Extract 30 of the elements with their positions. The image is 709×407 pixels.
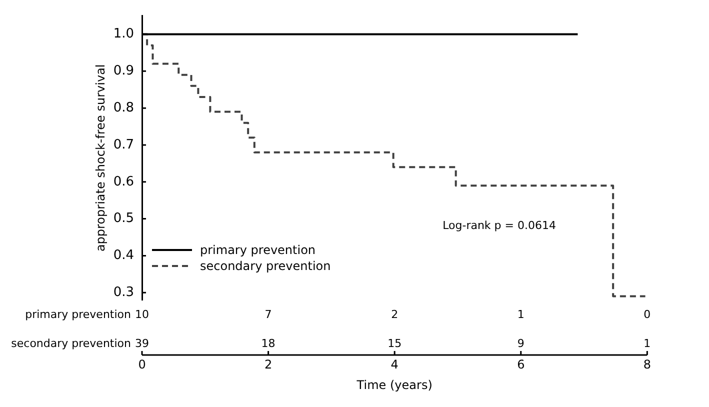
x-tick-label: 0: [138, 357, 146, 372]
y-tick-label: 0.8: [113, 100, 134, 116]
text: 1: [644, 336, 651, 350]
text: 39: [135, 336, 149, 350]
text: primary prevention: [25, 308, 132, 321]
text: 18: [261, 336, 276, 350]
text: 15: [388, 336, 402, 350]
text: 1: [517, 308, 524, 321]
y-tick-label: 0.7: [113, 137, 134, 152]
x-axis-title: Time (years): [356, 378, 432, 392]
legend-label: primary prevention: [200, 243, 316, 257]
y-axis-title: appropriate shock-free survival: [93, 64, 108, 252]
y-tick-label: 0.6: [113, 174, 134, 190]
x-tick-label: 2: [264, 357, 272, 372]
text: 0: [644, 308, 651, 321]
legend-label: secondary prevention: [200, 259, 331, 273]
y-tick-label: 1.0: [113, 26, 134, 42]
text: 2: [391, 308, 398, 321]
x-tick-label: 4: [390, 357, 398, 372]
text: 7: [264, 308, 272, 321]
annotation: Log-rank p = 0.0614: [442, 218, 556, 232]
text: secondary prevention: [11, 336, 132, 350]
x-tick-label: 8: [643, 357, 652, 372]
x-tick-label: 6: [517, 357, 525, 372]
y-tick-label: 0.3: [113, 284, 134, 300]
text: 10: [135, 308, 149, 321]
text: 9: [517, 336, 524, 350]
y-tick-label: 0.4: [113, 248, 134, 264]
y-tick-label: 0.5: [113, 211, 134, 226]
y-tick-label: 0.9: [113, 64, 134, 79]
